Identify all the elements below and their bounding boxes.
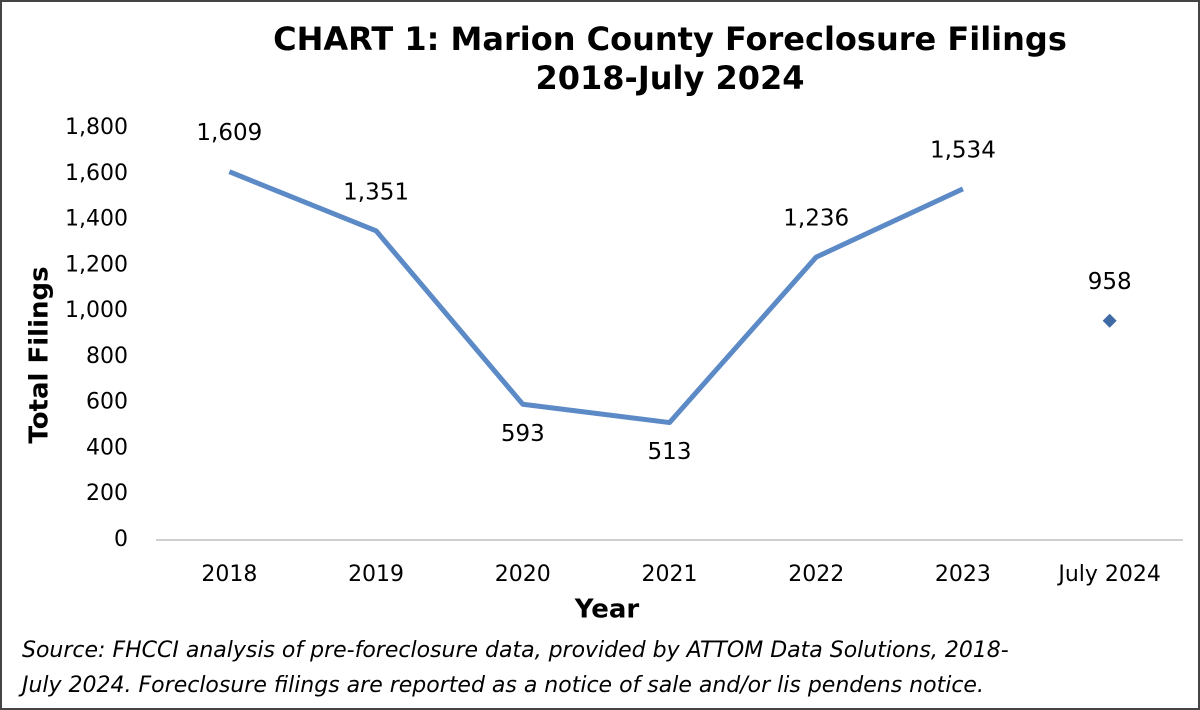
x-tick-label: 2018 xyxy=(201,562,257,587)
x-tick-label: 2021 xyxy=(642,562,698,587)
x-tick-label: 2019 xyxy=(348,562,404,587)
x-tick-label: 2022 xyxy=(788,562,844,587)
data-label: 1,534 xyxy=(930,137,996,163)
y-tick-label: 1,200 xyxy=(65,252,128,277)
data-label: 1,351 xyxy=(343,179,409,205)
chart-title: 2018-July 2024 xyxy=(535,59,804,97)
y-tick-label: 1,000 xyxy=(65,298,128,323)
y-tick-label: 400 xyxy=(86,435,128,460)
chart-title: CHART 1: Marion County Foreclosure Filin… xyxy=(273,20,1067,58)
y-tick-label: 1,800 xyxy=(65,115,128,140)
y-axis-title: Total Filings xyxy=(25,266,55,443)
y-tick-label: 0 xyxy=(114,527,128,552)
y-tick-label: 1,600 xyxy=(65,161,128,186)
x-tick-label: 2023 xyxy=(935,562,991,587)
source-note: July 2024. Foreclosure filings are repor… xyxy=(18,673,984,698)
y-tick-label: 800 xyxy=(86,344,128,369)
y-tick-label: 200 xyxy=(86,481,128,506)
x-tick-label: 2020 xyxy=(495,562,551,587)
source-note: Source: FHCCI analysis of pre-foreclosur… xyxy=(22,638,1009,663)
x-axis-title: Year xyxy=(574,595,640,625)
data-label: 1,236 xyxy=(783,206,849,232)
data-label: 958 xyxy=(1088,269,1132,295)
x-tick-label: July 2024 xyxy=(1056,562,1161,587)
y-tick-label: 1,400 xyxy=(65,207,128,232)
data-line xyxy=(228,169,964,426)
y-tick-label: 600 xyxy=(86,390,128,415)
data-marker xyxy=(1102,313,1117,328)
data-label: 513 xyxy=(648,439,692,465)
data-label: 593 xyxy=(501,421,545,447)
data-label: 1,609 xyxy=(196,120,262,146)
